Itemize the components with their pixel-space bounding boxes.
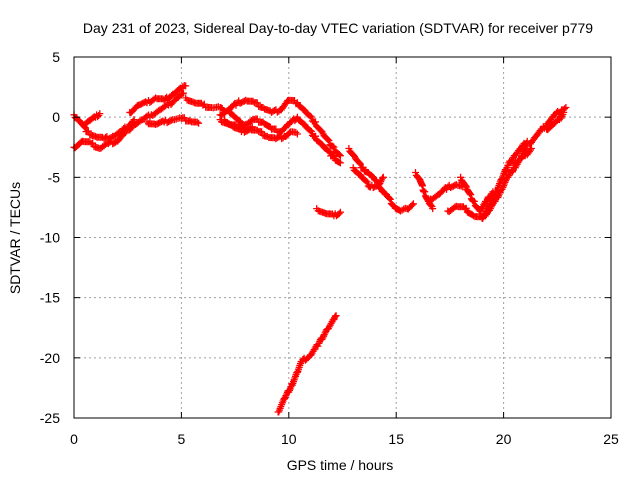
series-arc-6 bbox=[182, 94, 228, 117]
series-arc-13 bbox=[349, 164, 387, 192]
y-tick-label: -15 bbox=[40, 290, 60, 306]
x-tick-label: 15 bbox=[388, 431, 404, 447]
data-point-marks bbox=[313, 205, 344, 220]
data-point-marks bbox=[274, 312, 340, 416]
series-arc-15 bbox=[427, 181, 467, 204]
data-point-marks bbox=[216, 96, 344, 160]
data-point-marks bbox=[182, 94, 228, 117]
x-tick-label: 10 bbox=[281, 431, 297, 447]
data-point-marks bbox=[543, 108, 568, 134]
x-tick-label: 20 bbox=[496, 431, 512, 447]
data-point-marks bbox=[79, 110, 104, 129]
series-arc-4 bbox=[126, 82, 190, 117]
series-arc-19 bbox=[525, 104, 570, 148]
data-point-marks bbox=[412, 169, 437, 213]
data-point-marks bbox=[525, 104, 570, 148]
x-tick-label: 25 bbox=[603, 431, 619, 447]
y-tick-label: 0 bbox=[52, 109, 60, 125]
x-tick-label: 5 bbox=[178, 431, 186, 447]
x-axis-label: GPS time / hours bbox=[287, 457, 394, 473]
series-arc-3 bbox=[79, 110, 104, 129]
series-arc-5 bbox=[143, 114, 203, 128]
y-tick-label: -20 bbox=[40, 350, 60, 366]
data-point-marks bbox=[478, 137, 531, 222]
series-arc-7 bbox=[216, 96, 344, 160]
series-arc-18 bbox=[478, 137, 531, 222]
data-point-marks bbox=[225, 106, 256, 133]
y-tick-label: 5 bbox=[52, 49, 60, 65]
data-point-marks bbox=[126, 82, 190, 117]
series-arc-21 bbox=[508, 145, 535, 168]
series-arc-12 bbox=[345, 145, 417, 215]
data-point-marks bbox=[345, 145, 417, 215]
series-arc-22 bbox=[274, 312, 340, 416]
series-arc-14 bbox=[412, 169, 437, 213]
data-point-marks bbox=[427, 181, 467, 204]
y-tick-label: -10 bbox=[40, 230, 60, 246]
series-arc-11 bbox=[313, 205, 344, 220]
series-arc-10 bbox=[225, 106, 256, 133]
y-tick-label: -25 bbox=[40, 410, 60, 426]
y-axis-label: SDTVAR / TECUs bbox=[7, 182, 23, 294]
data-point-marks bbox=[349, 164, 387, 192]
axis-ticks: 0 5 10 15 20 25 5 0 -5 -10 -15 -20 -25 bbox=[40, 49, 619, 447]
y-tick-label: -5 bbox=[48, 169, 61, 185]
x-tick-label: 0 bbox=[70, 431, 78, 447]
data-point-marks bbox=[143, 114, 203, 128]
chart-title: Day 231 of 2023, Sidereal Day-to-day VTE… bbox=[83, 20, 593, 36]
series-arc-20 bbox=[543, 108, 568, 134]
grid bbox=[74, 57, 611, 418]
data-points bbox=[70, 82, 570, 416]
data-point-marks bbox=[508, 145, 535, 168]
